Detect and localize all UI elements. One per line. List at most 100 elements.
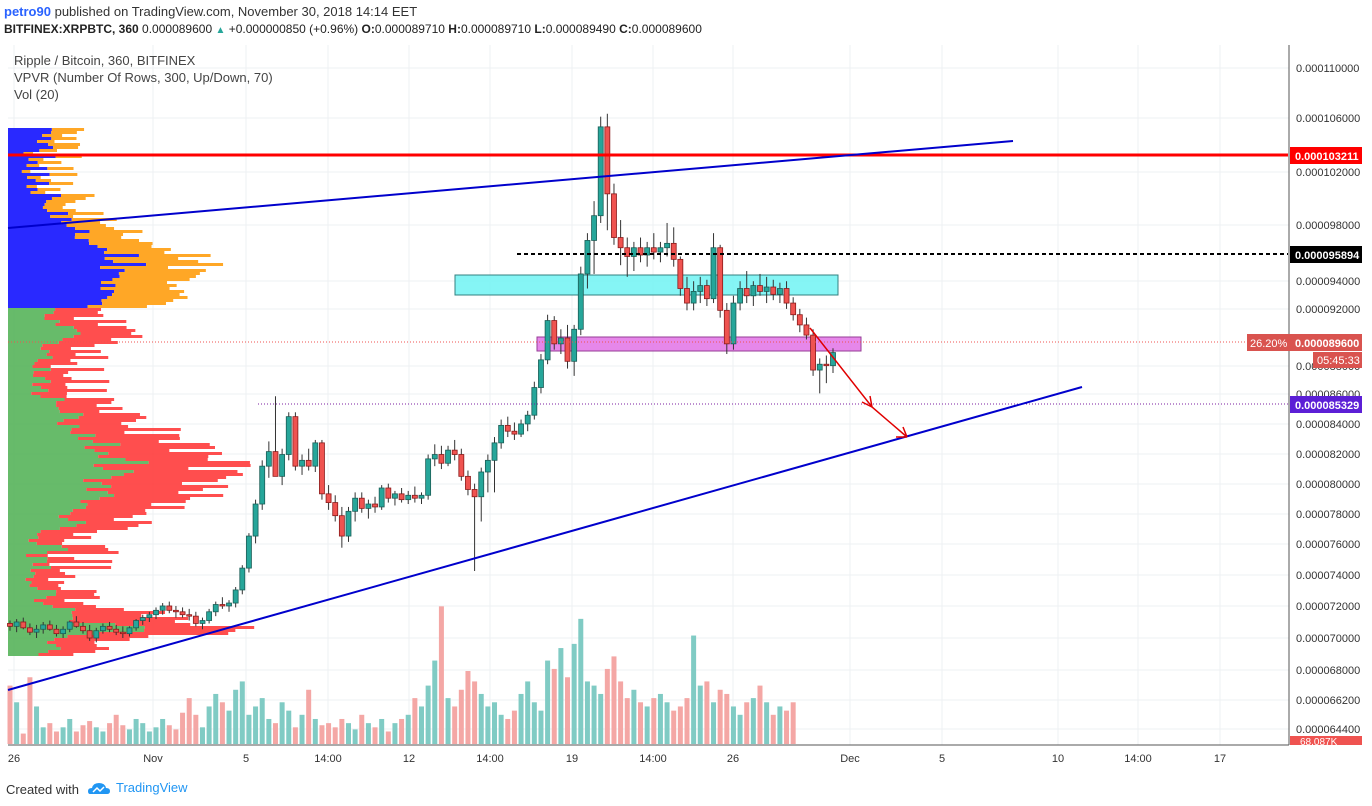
lower-trend-line[interactable] bbox=[7, 386, 1083, 691]
candle-body bbox=[763, 286, 770, 292]
author-name[interactable]: petro90 bbox=[4, 4, 51, 19]
vp-down-bar bbox=[33, 599, 65, 602]
vp-up-bar bbox=[8, 209, 48, 212]
vp-down-bar bbox=[32, 365, 51, 368]
candle-body bbox=[445, 449, 451, 464]
vp-up-bar bbox=[8, 518, 69, 521]
y-tick-label: 0.000084000 bbox=[1296, 419, 1360, 431]
vp-down-bar bbox=[104, 251, 165, 254]
vp-up-bar bbox=[8, 512, 71, 515]
vp-down-bar bbox=[144, 626, 255, 629]
volume-bar bbox=[186, 698, 192, 744]
vp-up-bar bbox=[8, 242, 90, 245]
volume-bar bbox=[306, 689, 312, 744]
vp-down-bar bbox=[42, 134, 63, 137]
vp-down-bar bbox=[72, 614, 142, 617]
candle-body bbox=[285, 416, 292, 455]
vp-down-bar bbox=[59, 527, 128, 530]
candle-body bbox=[783, 288, 790, 304]
vp-up-bar bbox=[8, 347, 41, 350]
vp-down-bar bbox=[83, 479, 218, 482]
vp-down-bar bbox=[63, 419, 137, 422]
vp-down-bar bbox=[51, 566, 112, 569]
vp-down-bar bbox=[76, 329, 136, 332]
volume-tag bbox=[1290, 736, 1362, 745]
vp-down-bar bbox=[104, 257, 179, 260]
vp-down-bar bbox=[53, 146, 79, 149]
x-tick-label: 5 bbox=[939, 753, 945, 765]
volume-bar bbox=[27, 677, 33, 744]
vp-up-bar bbox=[8, 473, 124, 476]
vp-up-bar bbox=[8, 383, 33, 386]
vp-down-bar bbox=[42, 206, 63, 209]
vp-up-bar bbox=[8, 563, 33, 566]
candle-body bbox=[624, 247, 631, 257]
vp-up-bar bbox=[8, 143, 49, 146]
vp-down-bar bbox=[133, 470, 238, 473]
vp-up-bar bbox=[8, 611, 72, 614]
candle-body bbox=[511, 430, 518, 435]
candle-body bbox=[538, 359, 544, 388]
candle-body bbox=[33, 628, 40, 633]
candle-body bbox=[272, 451, 279, 477]
volume-bar bbox=[518, 693, 524, 744]
vp-up-bar bbox=[8, 431, 71, 434]
candle-body bbox=[338, 515, 345, 537]
vp-up-bar bbox=[8, 281, 102, 284]
vp-down-bar bbox=[47, 551, 119, 554]
pct-tag-text: 26.20% bbox=[1250, 338, 1288, 350]
volume-bar bbox=[538, 710, 544, 744]
vp-up-bar bbox=[8, 497, 100, 500]
drawings[interactable] bbox=[7, 140, 1288, 691]
vp-up-bar bbox=[8, 641, 48, 644]
candle-body bbox=[524, 414, 531, 425]
x-tick-label: 5 bbox=[243, 753, 249, 765]
volume-bar bbox=[180, 712, 186, 744]
tradingview-brand[interactable]: TradingView bbox=[88, 780, 188, 796]
vp-down-bar bbox=[47, 167, 74, 170]
candle-body bbox=[73, 621, 80, 627]
volume-bar bbox=[565, 677, 571, 744]
vp-up-bar bbox=[8, 536, 39, 539]
vp-up-bar bbox=[8, 248, 108, 251]
vp-down-bar bbox=[87, 305, 147, 308]
x-tick-label: 14:00 bbox=[476, 753, 504, 765]
candle-body bbox=[491, 442, 498, 461]
vp-down-bar bbox=[55, 308, 102, 311]
candle-body bbox=[385, 487, 392, 499]
volume-tag-text: 68.087K bbox=[1300, 737, 1338, 748]
y-tick-label: 0.000082000 bbox=[1296, 449, 1360, 461]
candle-body bbox=[106, 625, 113, 630]
volume-bar bbox=[704, 681, 710, 744]
vp-down-bar bbox=[26, 164, 40, 167]
candle-body bbox=[690, 291, 697, 304]
vp-up-bar bbox=[8, 341, 59, 344]
vp-up-bar bbox=[8, 314, 45, 317]
vp-up-bar bbox=[8, 377, 46, 380]
vp-down-bar bbox=[87, 503, 152, 506]
vp-up-bar bbox=[8, 596, 47, 599]
candle-body bbox=[710, 247, 717, 300]
candle-body bbox=[372, 503, 378, 508]
candle-body bbox=[27, 627, 33, 633]
vp-down-bar bbox=[26, 554, 48, 557]
upper-trend-line[interactable] bbox=[7, 140, 1014, 229]
volume-bar bbox=[73, 731, 79, 744]
candle-body bbox=[365, 503, 372, 509]
vp-down-bar bbox=[51, 131, 77, 134]
price-chart[interactable]: Ripple / Bitcoin, 360, BITFINEX VPVR (Nu… bbox=[0, 0, 1372, 778]
vp-down-bar bbox=[78, 437, 180, 440]
vp-up-bar bbox=[8, 503, 88, 506]
vp-down-bar bbox=[52, 356, 109, 359]
candle-body bbox=[650, 247, 657, 253]
vp-up-bar bbox=[8, 635, 68, 638]
vp-up-bar bbox=[8, 206, 43, 209]
volume-bar bbox=[326, 723, 332, 744]
magenta-zone[interactable] bbox=[536, 336, 862, 352]
vp-down-bar bbox=[49, 173, 78, 176]
vp-down-bar bbox=[49, 350, 101, 353]
candle-body bbox=[186, 614, 193, 617]
vp-up-bar bbox=[8, 338, 63, 341]
vp-down-bar bbox=[71, 428, 181, 431]
candle-body bbox=[823, 363, 830, 367]
